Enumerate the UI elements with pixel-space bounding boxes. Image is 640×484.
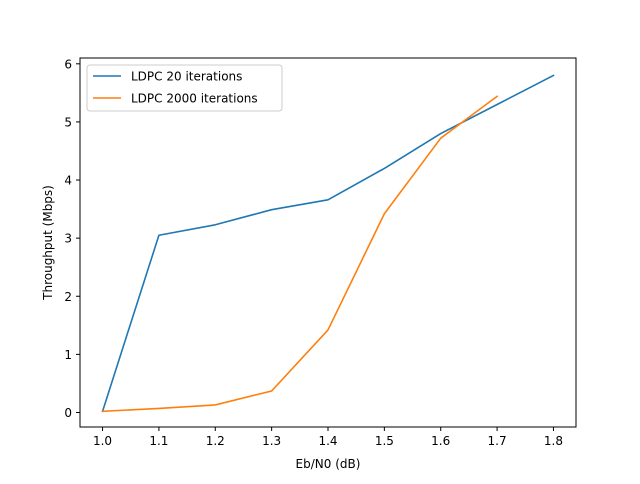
x-tick-label-0: 1.0 [93, 434, 112, 448]
y-tick-label-1: 1 [64, 348, 72, 362]
x-tick-label-1: 1.1 [149, 434, 168, 448]
legend-frame [86, 64, 283, 112]
series-layer [101, 74, 555, 413]
y-tick-label-3: 3 [64, 232, 72, 246]
y-tick-label-0: 0 [64, 406, 72, 420]
legend-label-0: LDPC 20 iterations [131, 70, 242, 84]
series-line-1 [101, 95, 499, 413]
x-tick-label-4: 1.4 [318, 434, 337, 448]
legend-label-1: LDPC 2000 iterations [131, 92, 258, 106]
x-tick-label-3: 1.3 [262, 434, 281, 448]
y-tick-label-2: 2 [64, 290, 72, 304]
y-tick-label-5: 5 [64, 115, 72, 129]
x-tick-label-8: 1.8 [544, 434, 563, 448]
y-axis-label: Throughput (Mbps) [41, 185, 55, 301]
x-tick-label-5: 1.5 [375, 434, 394, 448]
y-tick-label-4: 4 [64, 174, 72, 188]
x-tick-label-7: 1.7 [488, 434, 507, 448]
x-tick-label-6: 1.6 [431, 434, 450, 448]
legend: LDPC 20 iterations LDPC 2000 iterations [86, 64, 283, 112]
x-axis-label: Eb/N0 (dB) [296, 457, 361, 471]
y-ticks: 0 1 2 3 4 5 6 [64, 57, 80, 420]
x-ticks: 1.0 1.1 1.2 1.3 1.4 1.5 1.6 1.7 1.8 [93, 427, 563, 448]
series-line-0 [101, 74, 555, 413]
y-tick-label-6: 6 [64, 57, 72, 71]
x-tick-label-2: 1.2 [206, 434, 225, 448]
plot-background [80, 58, 576, 427]
